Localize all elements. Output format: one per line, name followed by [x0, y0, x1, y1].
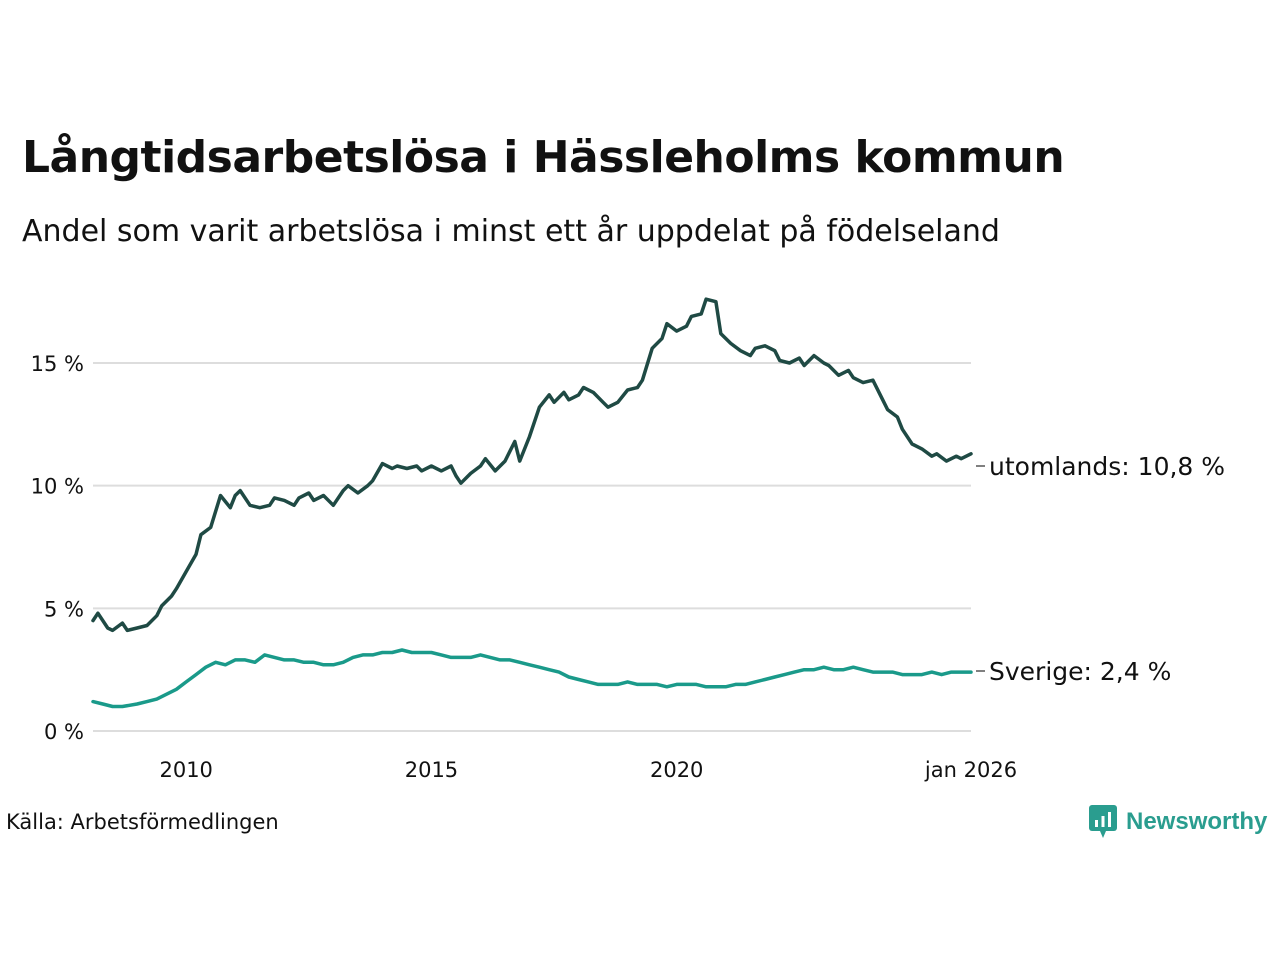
- x-axis-ticks: 2010 2015 2020 jan 2026: [159, 758, 1017, 782]
- y-tick-label: 5 %: [44, 597, 84, 621]
- y-tick-label: 0 %: [44, 720, 84, 744]
- newsworthy-logo-text: Newsworthy: [1126, 808, 1268, 835]
- series-lines: [91, 297, 973, 709]
- end-label-utomlands: utomlands: 10,8 %: [989, 452, 1225, 481]
- series-line-sverige: [91, 648, 973, 709]
- y-tick-label: 10 %: [31, 475, 84, 499]
- end-label-sverige: Sverige: 2,4 %: [989, 657, 1171, 686]
- y-axis-ticks: 0 % 5 % 10 % 15 %: [31, 352, 84, 744]
- gridlines: [93, 362, 971, 732]
- x-tick-label: 2015: [405, 758, 458, 782]
- series-end-labels: utomlands: 10,8 % Sverige: 2,4 %: [976, 452, 1225, 686]
- x-tick-label: jan 2026: [924, 758, 1017, 782]
- chart-subtitle: Andel som varit arbetslösa i minst ett å…: [22, 214, 1000, 249]
- chart-title: Långtidsarbetslösa i Hässleholms kommun: [22, 132, 1065, 183]
- x-tick-label: 2010: [159, 758, 212, 782]
- y-tick-label: 15 %: [31, 352, 84, 376]
- newsworthy-logo[interactable]: Newsworthy: [1088, 804, 1267, 840]
- newsworthy-logo-icon: [1089, 805, 1117, 838]
- source-note: Källa: Arbetsförmedlingen: [6, 810, 279, 834]
- x-tick-label: 2020: [650, 758, 703, 782]
- series-line-utomlands: [91, 297, 973, 633]
